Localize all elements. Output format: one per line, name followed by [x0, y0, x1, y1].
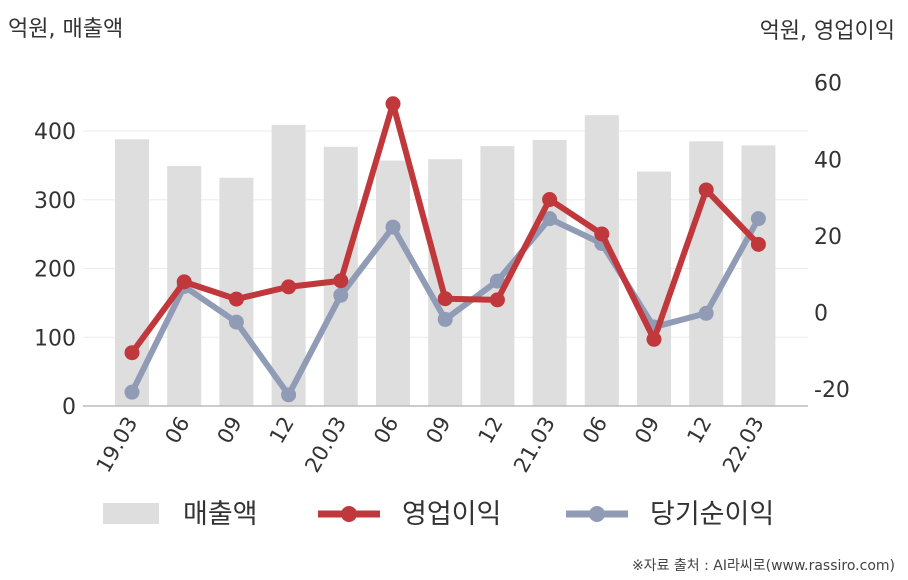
series-1-point-6 [437, 291, 453, 307]
profit-lines [124, 96, 766, 403]
right-tick-label-1: 0 [814, 302, 828, 327]
legend-label-net-income: 당기순이익 [650, 499, 774, 530]
x-tick-label-4: 20.03 [300, 413, 351, 477]
series-1-point-12 [750, 236, 766, 252]
right-tick-label-0: -20 [814, 378, 850, 403]
x-axis-ticks: 19.03 06 09 12 20.03 06 09 12 21.03 06 09 12 22.03 [91, 413, 768, 477]
series-2-point-8 [542, 211, 558, 227]
series-1-point-11 [698, 182, 714, 198]
x-tick-label-0: 19.03 [91, 413, 142, 477]
x-tick-label-1: 06 [160, 413, 194, 448]
series-2-point-12 [750, 211, 766, 227]
right-axis-ticks: -20 0 20 40 60 [814, 72, 850, 403]
revenue-bar-3 [271, 124, 306, 406]
x-tick-label-2: 09 [213, 413, 247, 448]
series-2-point-7 [489, 273, 505, 289]
series-2-point-5 [385, 219, 401, 235]
x-tick-label-6: 09 [421, 413, 455, 448]
right-tick-label-3: 40 [814, 148, 842, 173]
x-tick-label-9: 06 [578, 413, 612, 448]
legend-swatch-revenue [103, 503, 159, 524]
revenue-bar-0 [115, 139, 149, 406]
revenue-bar-11 [689, 141, 724, 406]
x-tick-label-5: 06 [369, 413, 403, 448]
legend-swatch-operating-profit-dot [341, 506, 357, 522]
left-tick-label-0: 0 [62, 395, 76, 420]
left-tick-label-2: 200 [34, 258, 76, 283]
legend-label-operating-profit: 영업이익 [402, 499, 501, 530]
x-tick-label-12: 22.03 [718, 413, 769, 477]
series-1-point-5 [385, 96, 401, 112]
revenue-bar-10 [637, 171, 671, 406]
series-2-point-4 [333, 287, 349, 303]
revenue-bar-6 [428, 159, 463, 406]
series-2-point-2 [228, 314, 244, 330]
x-tick-label-3: 12 [265, 413, 299, 448]
series-2-point-6 [437, 311, 453, 327]
series-1-point-7 [489, 292, 505, 308]
right-tick-label-4: 60 [814, 72, 842, 97]
revenue-bars [115, 115, 776, 406]
left-tick-label-3: 300 [34, 189, 76, 214]
source-credit: ※자료 출처 : AI라씨로(www.rassiro.com) [632, 558, 895, 574]
series-1-point-8 [542, 192, 558, 208]
series-1-point-0 [124, 345, 140, 361]
series-2-point-0 [124, 384, 140, 400]
legend-swatch-net-income-dot [589, 506, 605, 522]
x-tick-label-11: 12 [682, 413, 716, 448]
revenue-bar-5 [376, 160, 410, 406]
revenue-bar-8 [532, 139, 567, 406]
series-1-point-3 [281, 279, 297, 295]
x-tick-label-8: 21.03 [509, 413, 560, 477]
left-axis-ticks: 0 100 200 300 400 [34, 120, 76, 420]
left-axis-unit-label: 억원, 매출액 [8, 17, 123, 42]
right-tick-label-2: 20 [814, 225, 842, 250]
right-axis-unit-label: 억원, 영업이익 [760, 19, 895, 44]
legend-label-revenue: 매출액 [183, 499, 258, 530]
left-tick-label-4: 400 [34, 120, 76, 145]
legend: 매출액 영업이익 당기순이익 [103, 499, 774, 530]
x-tick-label-10: 09 [630, 413, 664, 448]
x-tick-label-7: 12 [474, 413, 508, 448]
left-tick-label-1: 100 [34, 326, 76, 351]
series-1-point-1 [176, 274, 192, 290]
series-2-point-11 [698, 305, 714, 321]
series-1-point-9 [594, 226, 610, 242]
series-2-point-3 [281, 387, 297, 403]
series-1-point-4 [333, 273, 349, 289]
series-1-point-2 [228, 291, 244, 307]
series-1-point-10 [646, 331, 662, 347]
revenue-bar-12 [741, 145, 776, 406]
